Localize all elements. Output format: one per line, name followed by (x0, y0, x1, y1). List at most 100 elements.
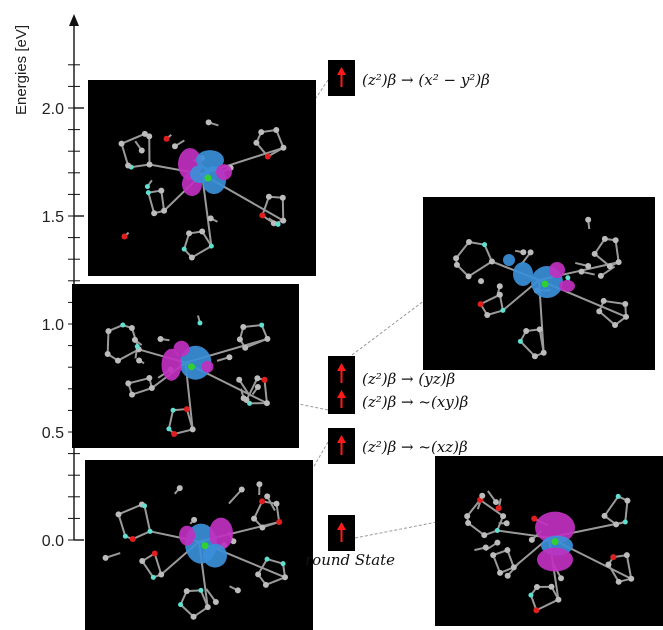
atom (157, 336, 164, 343)
atom (198, 587, 204, 593)
marker-z2-x2y2 (328, 60, 355, 96)
red-up-arrow-icon (337, 522, 346, 542)
tick-label: 1.5 (42, 209, 64, 226)
atom (600, 297, 607, 304)
atom (531, 515, 538, 522)
atom (479, 492, 486, 499)
atom (496, 283, 503, 290)
atom (121, 233, 128, 240)
bond (173, 428, 193, 435)
atom (279, 194, 286, 201)
atom (183, 406, 190, 413)
atom (591, 250, 598, 257)
atom (612, 322, 619, 329)
state-label-z2-x2y2: (z²)β → (x² − y²)β (362, 71, 490, 89)
orbital-lobe (179, 345, 212, 380)
bond (275, 503, 281, 523)
bond (131, 163, 150, 169)
atom (236, 336, 243, 343)
bond (147, 192, 156, 214)
atom (615, 578, 622, 585)
atom (115, 511, 122, 518)
atom (128, 325, 135, 332)
bond (153, 553, 163, 575)
atom (504, 547, 511, 554)
bond (143, 505, 152, 532)
bond (483, 244, 493, 262)
orbital-lobe (535, 511, 575, 544)
atom (251, 515, 258, 522)
atom (503, 520, 510, 527)
atom (482, 242, 488, 248)
atom (601, 512, 608, 519)
bond (266, 558, 284, 565)
atom (601, 235, 608, 242)
atom (188, 254, 195, 261)
atom (453, 255, 460, 262)
atom (118, 140, 125, 147)
atom (151, 550, 158, 557)
bond (479, 499, 504, 517)
atom (464, 513, 471, 520)
atom (163, 135, 170, 142)
atom (122, 533, 128, 539)
red-up-arrow-icon (337, 390, 346, 408)
marker-z2-xy (328, 384, 355, 414)
atom (129, 391, 136, 398)
atom (488, 258, 495, 265)
atom (494, 539, 501, 546)
atom (510, 564, 517, 571)
atom (256, 481, 263, 488)
atom (606, 263, 613, 270)
atom (465, 239, 472, 246)
atom (204, 604, 211, 611)
bond (466, 499, 481, 517)
atom (264, 153, 271, 160)
atom (540, 349, 547, 356)
atom (238, 486, 245, 493)
atom (183, 588, 190, 595)
atom (261, 376, 268, 383)
atom (176, 485, 183, 492)
bond (132, 530, 151, 540)
y-axis-label: Energies [eV] (13, 25, 30, 115)
atom (262, 581, 269, 588)
bond (265, 576, 286, 586)
orbital-lobe (503, 254, 515, 267)
bond (167, 410, 174, 430)
atom (615, 259, 622, 266)
connector-line (298, 403, 329, 411)
atom (236, 376, 243, 383)
atom (548, 583, 555, 590)
bond (160, 190, 166, 211)
tick-label: 1.0 (42, 317, 64, 334)
atom (161, 207, 168, 214)
orbital-panel-yz (423, 197, 655, 370)
atom (150, 574, 156, 580)
atom (253, 139, 260, 146)
bond (455, 241, 470, 259)
bond (468, 260, 493, 278)
bond (261, 196, 270, 216)
atom (478, 278, 485, 285)
metal-atom (188, 363, 195, 371)
atom (482, 544, 489, 551)
molecule-orbital-render (464, 490, 635, 614)
bond (121, 132, 146, 145)
red-up-arrow-icon (337, 67, 346, 87)
atom (264, 556, 270, 562)
atom (197, 320, 203, 326)
atom (114, 357, 121, 364)
atom (523, 327, 530, 334)
atom (146, 133, 153, 140)
orbital-lobe (559, 280, 575, 293)
bond (117, 514, 127, 537)
bond (492, 554, 501, 574)
atom (517, 338, 523, 344)
orbital-panel-xz (85, 460, 313, 630)
atom (528, 536, 535, 543)
atom (623, 313, 630, 320)
bond (117, 348, 140, 362)
atom (484, 312, 491, 319)
atom (145, 190, 151, 196)
